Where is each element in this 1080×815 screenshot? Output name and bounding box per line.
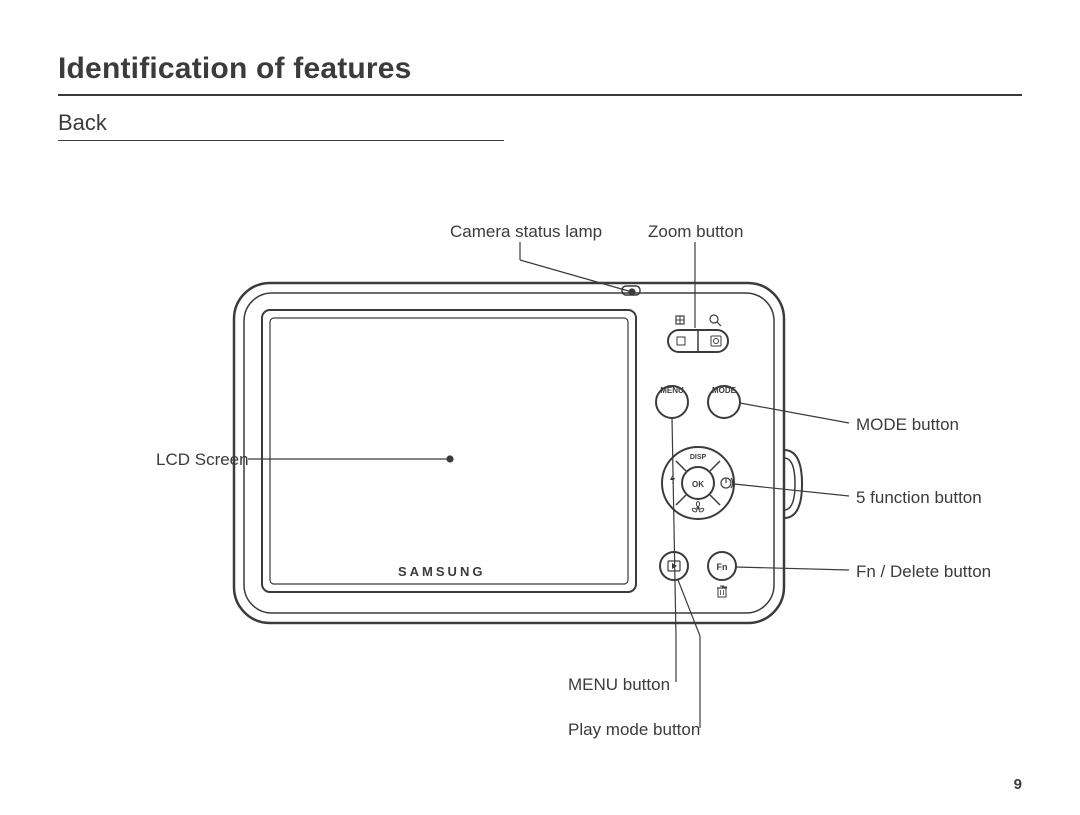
camera-diagram: SAMSUNG MENU MODE	[0, 0, 1080, 815]
play-button-icon	[660, 552, 688, 580]
svg-text:MODE: MODE	[712, 386, 737, 395]
fn-button-icon: Fn	[708, 552, 736, 597]
svg-text:DISP: DISP	[690, 454, 707, 461]
menu-button-icon: MENU	[656, 386, 688, 418]
svg-text:MENU: MENU	[660, 386, 684, 395]
manual-page: Identification of features Back Camera s…	[0, 0, 1080, 815]
mode-button-icon: MODE	[708, 386, 740, 418]
five-function-dpad-icon: OK DISP	[662, 447, 734, 519]
zoom-button-icon	[668, 315, 728, 352]
svg-text:OK: OK	[692, 480, 704, 489]
brand-label: SAMSUNG	[398, 564, 485, 579]
svg-text:Fn: Fn	[717, 562, 728, 572]
page-number: 9	[1014, 776, 1022, 793]
